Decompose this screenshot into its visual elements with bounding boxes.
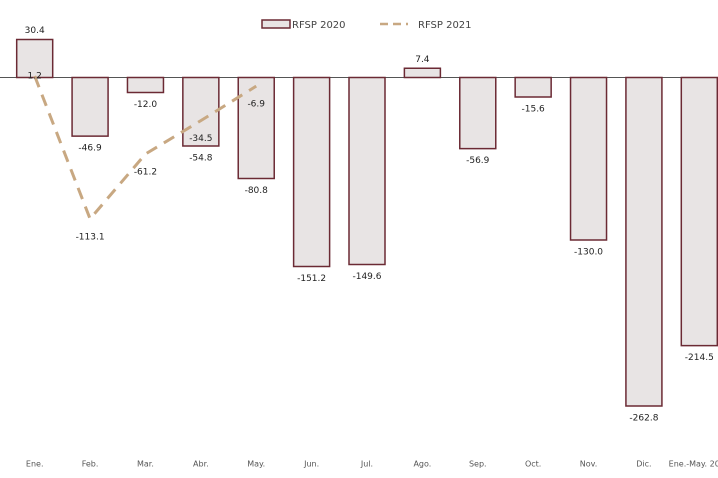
data-label: -61.2: [134, 168, 157, 178]
bar: [182, 76, 220, 147]
data-label: -113.1: [76, 232, 105, 242]
data-label: -80.8: [245, 186, 269, 196]
bar: [403, 67, 442, 79]
legend-swatch: [261, 19, 291, 29]
data-label: -6.9: [247, 100, 265, 110]
bar: [459, 76, 497, 150]
x-tick-label: Jul.: [360, 460, 373, 469]
x-tick-label: May.: [247, 460, 265, 469]
data-label: 7.4: [415, 55, 430, 65]
data-label: 1.2: [28, 72, 42, 82]
bar: [237, 76, 275, 180]
data-label: -262.8: [629, 414, 658, 424]
data-label: -56.9: [466, 156, 490, 166]
bar: [15, 38, 54, 79]
data-label: -12.0: [134, 100, 158, 110]
data-label: -15.6: [522, 105, 546, 115]
x-tick-label: Oct.: [525, 460, 541, 469]
x-tick-label: Nov.: [580, 460, 598, 469]
bar: [348, 76, 386, 266]
bar: [71, 76, 109, 137]
x-tick-label: Sep.: [469, 460, 487, 469]
x-tick-label: Ago.: [413, 460, 431, 469]
x-tick-label: Jun.: [303, 460, 319, 469]
data-label: -214.5: [685, 353, 714, 363]
x-tick-label: Feb.: [82, 460, 99, 469]
bar: [126, 76, 165, 94]
data-label: -46.9: [78, 144, 102, 154]
bar: [514, 76, 552, 98]
data-label: 30.4: [25, 26, 45, 36]
data-label: -54.8: [189, 154, 213, 164]
x-tick-label: Mar.: [137, 460, 154, 469]
x-tick-label: Ene.: [26, 460, 44, 469]
legend-label: RFSP 2021: [418, 20, 472, 31]
data-label: -149.6: [352, 272, 381, 282]
bar: [292, 76, 331, 268]
line: [33, 75, 258, 222]
data-label: -151.2: [297, 274, 326, 284]
x-tick-label: Dic.: [636, 460, 651, 469]
data-label: -34.5: [189, 134, 212, 144]
legend-label: RFSP 2020: [292, 20, 346, 31]
x-tick-label: Ene.-May. 2021: [669, 460, 718, 469]
bar: [625, 76, 663, 407]
x-tick-label: Abr.: [193, 460, 209, 469]
bar: [569, 76, 608, 241]
bar: [680, 76, 718, 347]
data-label: -130.0: [574, 248, 603, 258]
